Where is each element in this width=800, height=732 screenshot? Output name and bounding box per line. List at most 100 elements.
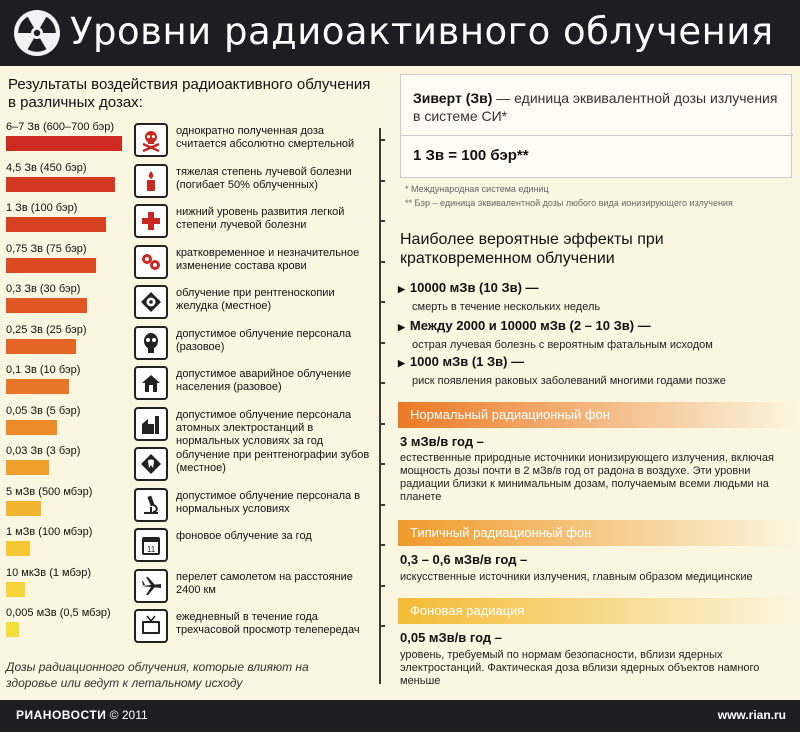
dose-description: перелет самолетом на расстояние 2400 км [176,570,353,596]
sievert-term: Зиверт (Зв) [413,90,493,106]
calendar-icon: 11 [134,528,168,562]
dose-bar [6,217,106,232]
dose-label: 0,005 мЗв (0,5 мбэр) [6,607,111,619]
section-value: 3 мЗв/в год – [400,434,484,449]
section-band-normal: Нормальный радиационный фон [398,402,796,428]
footer: РИАНОВОСТИ © 2011 www.rian.ru [0,700,800,732]
header: Уровни радиоактивного облучения [0,0,800,66]
rail-tick [380,422,385,425]
rail-tick [380,382,385,384]
dose-description: кратковременное и незначительное изменен… [176,246,360,272]
dose-bar [6,541,30,556]
dose-description: допустимое облучение персонала (разовое) [176,327,352,353]
microscope-icon [134,487,168,522]
bullet-triangle-icon: ▶ [398,322,405,332]
section-band-typical: Типичный радиационный фон [398,520,796,546]
rail-tick [380,463,385,465]
effect-item: ▶ 1000 мЗв (1 Зв) — риск появления раковы… [398,354,726,387]
dose-description: однократно полученная доза считается абс… [176,125,355,150]
dose-row: 0,03 Зв (3 бэр) облучение при рентгеногра… [0,445,380,485]
dose-bar [6,338,76,354]
xray-stomach-icon [134,285,168,319]
dose-description: допустимое облучение персонала атомных э… [176,408,352,447]
dose-description: допустимое аварийное облучение населения… [176,368,352,393]
rail-tick [380,625,385,627]
dose-row: 0,1 Зв (10 бэр) допустимое аварийное облу… [0,364,380,404]
dose-row: 0,25 Зв (25 бэр) допустимое облучение пер… [0,324,380,364]
rail-tick [380,341,385,344]
dose-label: 0,3 Зв (30 бэр) [6,283,81,295]
rail-tick [380,301,385,303]
dose-label: 4,5 Зв (450 бэр) [6,161,87,174]
dose-bar [6,176,115,192]
footer-brand: РИАНОВОСТИ © 2011 [16,708,148,722]
left-footer-note: Дозы радиационного облучения, которые вл… [6,660,309,690]
rail-tick [380,544,385,546]
medical-cross-icon [134,204,168,238]
svg-text:11: 11 [147,545,156,554]
dose-row: 0,3 Зв (30 бэр) облучение при рентгеноско… [0,283,380,323]
dose-label: 0,03 Зв (3 бэр) [6,445,81,457]
dose-row: 1 Зв (100 бэр) нижний уровень развития ле… [0,202,380,242]
rail-tick [380,139,385,141]
dose-bar [6,298,87,313]
radiation-icon [14,10,60,56]
dose-description: ежедневный в течение года трехчасовой пр… [176,611,360,636]
section-body: уровень, требуемый по нормам безопасност… [400,649,760,687]
footnote-ber: ** Бэр – единица эквивалентной дозы любо… [405,198,733,208]
section-body: естественные природные источники ионизир… [400,452,774,503]
dose-row: 5 мЗв (500 мбэр) допустимое облучение пер… [0,486,380,526]
page-title: Уровни радиоактивного облучения [70,10,774,53]
candle-icon [134,163,168,198]
dose-label: 1 мЗв (100 мбэр) [6,526,93,538]
sievert-definition-box: Зиверт (Зв) — единица эквивалентной дозы… [400,74,793,178]
dose-bar [6,136,122,151]
dose-bar [6,622,19,637]
effects-title: Наиболее вероятные эффекты при кратковре… [400,231,664,267]
rail-tick [380,584,385,587]
dose-description: допустимое облучение персонала в нормаль… [176,489,361,515]
power-plant-icon [134,406,168,441]
sievert-definition-text: — единица эквивалентной дозы излучения в… [413,90,778,124]
dose-label: 0,05 Зв (5 бэр) [6,404,81,417]
section-band-background: Фоновая радиация [398,598,796,624]
dose-label: 5 мЗв (500 мбэр) [6,485,93,498]
dose-description: облучение при рентгеноскопии желудка (ме… [176,287,335,312]
dose-label: 0,75 Зв (75 бэр) [6,242,87,255]
dose-row: 4,5 Зв (450 бэр) тяжелая степень лучевой … [0,162,380,202]
footnote-si: * Международная система единиц [405,184,549,194]
dose-description: фоновое облучение за год [176,530,312,542]
effect-item: ▶ Между 2000 и 10000 мЗв (2 – 10 Зв) — ос… [398,318,713,351]
dose-bar [6,257,96,273]
left-section-title: Результаты воздействия радиоактивного об… [8,76,371,111]
dose-row: 6–7 Зв (600–700 бэр) однократно полученна… [0,121,380,161]
section-value: 0,3 – 0,6 мЗв/в год – [400,552,528,567]
skull-crossbones-icon [134,123,168,157]
dose-description: тяжелая степень лучевой болезни (погибае… [176,165,352,191]
dose-bar [6,500,41,516]
bullet-triangle-icon: ▶ [398,284,405,294]
dose-label: 1 Зв (100 бэр) [6,202,78,214]
dose-bar [6,460,49,475]
airplane-icon [134,568,168,603]
dose-description: нижний уровень развития легкой степени л… [176,206,345,231]
dose-bar [6,419,57,435]
sievert-definition: Зиверт (Зв) — единица эквивалентной дозы… [413,89,783,125]
scale-rail [379,128,381,684]
divider [401,135,793,136]
dose-row: 10 мкЗв (1 мбэр) перелет самолетом на рас… [0,567,380,607]
dose-row: 1 мЗв (100 мбэр) 11 фоновое облучение за г… [0,526,380,566]
tv-icon [134,609,168,643]
dose-row: 0,75 Зв (75 бэр) кратковременное и незнач… [0,243,380,283]
effect-item: ▶ 10000 мЗв (10 Зв) — смерть в течение не… [398,280,601,313]
footer-url: www.rian.ru [717,708,786,722]
dose-row: 0,005 мЗв (0,5 мбэр) ежедневный в течение… [0,607,380,647]
house-icon [134,366,168,400]
dose-label: 6–7 Зв (600–700 бэр) [6,121,115,133]
section-body: искусственные источники излучения, главн… [400,571,753,583]
dose-bar [6,379,69,394]
rail-tick [380,503,385,506]
dose-bar [6,581,25,597]
dose-label: 10 мкЗв (1 мбэр) [6,566,92,579]
dose-label: 0,1 Зв (10 бэр) [6,364,81,376]
